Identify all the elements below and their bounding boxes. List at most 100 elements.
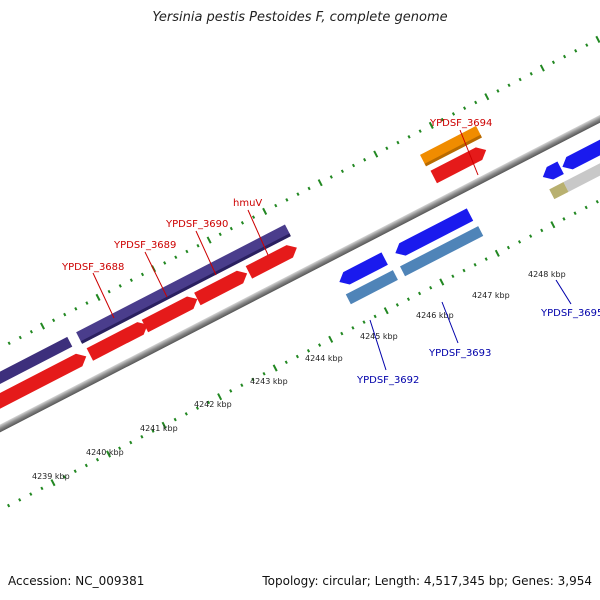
major-tick-mark — [383, 307, 389, 315]
gene-label: YPDSF_3693 — [428, 348, 491, 359]
tick-label: 4241 kbp — [140, 424, 178, 433]
minor-tick-mark — [517, 240, 522, 244]
genome-backbone — [0, 95, 600, 451]
minor-tick-mark — [395, 303, 399, 307]
minor-tick-mark — [351, 326, 355, 330]
minor-tick-mark — [7, 503, 11, 508]
minor-tick-mark — [584, 205, 588, 210]
major-tick-mark — [428, 121, 434, 129]
minor-tick-mark — [417, 291, 422, 296]
minor-tick-mark — [373, 314, 377, 319]
minor-tick-mark — [340, 169, 344, 174]
gene-label: YPDSF_3692 — [356, 375, 419, 386]
major-tick-mark — [550, 221, 556, 229]
minor-tick-mark — [462, 268, 466, 273]
minor-tick-mark — [52, 318, 56, 323]
forward-cds-arrow — [245, 245, 297, 279]
tick-label: 4244 kbp — [305, 354, 343, 363]
minor-tick-mark — [585, 43, 589, 47]
minor-tick-mark — [29, 329, 33, 334]
minor-tick-mark — [406, 297, 411, 301]
major-tick-mark — [272, 364, 278, 372]
major-tick-mark — [439, 278, 445, 286]
minor-tick-mark — [529, 234, 533, 238]
major-tick-mark — [539, 64, 545, 72]
gene-label: YPDSF_3688 — [61, 262, 124, 273]
gene-feature-bar — [345, 270, 398, 305]
gene-feature-bar — [549, 182, 569, 200]
forward-cds-arrow — [86, 322, 148, 361]
minor-tick-mark — [251, 215, 256, 219]
gene-feature-bar — [0, 336, 73, 421]
reverse-label-leader — [369, 319, 387, 371]
forward-label-leader — [195, 230, 217, 276]
gene-feature-bar-shadow — [424, 134, 482, 167]
forward-label-leader — [459, 129, 479, 176]
minor-tick-mark — [440, 117, 444, 122]
tick-label: 4248 kbp — [528, 270, 566, 279]
minor-tick-mark — [474, 100, 478, 105]
forward-label-leader — [92, 272, 115, 319]
minor-tick-mark — [340, 331, 344, 336]
minor-tick-mark — [396, 140, 400, 145]
minor-tick-mark — [506, 245, 511, 250]
minor-tick-mark — [140, 272, 145, 277]
minor-tick-mark — [174, 255, 178, 260]
minor-tick-mark — [29, 492, 33, 496]
minor-tick-mark — [574, 49, 578, 53]
major-tick-mark — [595, 35, 600, 43]
minor-tick-mark — [18, 498, 22, 502]
minor-tick-mark — [484, 257, 488, 261]
major-tick-mark — [494, 249, 500, 257]
forward-cds-arrow — [430, 147, 487, 184]
gene-feature-bar — [563, 131, 600, 192]
minor-tick-mark — [318, 343, 322, 347]
minor-tick-mark — [229, 389, 233, 393]
minor-tick-mark — [262, 371, 266, 376]
minor-tick-mark — [63, 312, 67, 317]
minor-tick-mark — [18, 335, 22, 340]
minor-tick-mark — [218, 232, 222, 237]
minor-tick-mark — [351, 163, 356, 168]
minor-tick-mark — [518, 77, 522, 82]
reverse-cds-arrow — [395, 208, 474, 256]
minor-tick-mark — [118, 446, 122, 451]
tick-label: 4239 kbp — [32, 472, 70, 481]
minor-tick-mark — [295, 354, 299, 359]
minor-tick-mark — [307, 186, 311, 191]
minor-tick-mark — [84, 463, 88, 468]
reverse-label-leader — [441, 301, 459, 344]
minor-tick-mark — [62, 475, 66, 479]
minor-tick-mark — [463, 106, 467, 110]
minor-tick-mark — [173, 417, 177, 422]
tick-label: 4245 kbp — [360, 332, 398, 341]
minor-tick-mark — [129, 278, 133, 282]
forward-cds-arrow — [194, 270, 248, 306]
minor-tick-mark — [196, 243, 200, 248]
major-tick-mark — [50, 479, 56, 487]
gene-label: YPDSF_3694 — [429, 118, 492, 129]
minor-tick-mark — [595, 199, 599, 204]
minor-tick-mark — [73, 469, 77, 473]
major-tick-mark — [317, 179, 323, 187]
minor-tick-mark — [118, 284, 122, 288]
minor-tick-mark — [184, 412, 188, 416]
minor-tick-mark — [240, 221, 245, 225]
minor-tick-mark — [429, 285, 433, 290]
minor-tick-mark — [562, 54, 567, 59]
minor-tick-mark — [185, 249, 189, 254]
forward-label-leader — [247, 209, 269, 256]
major-tick-mark — [373, 150, 379, 158]
reverse-cds-arrow — [339, 252, 388, 285]
forward-cds-arrow — [141, 296, 198, 333]
major-tick-mark — [217, 393, 223, 401]
tick-label: 4240 kbp — [86, 448, 124, 457]
gene-feature-bar-shadow — [80, 233, 291, 344]
minor-tick-mark — [363, 157, 367, 162]
minor-tick-mark — [140, 435, 144, 439]
minor-tick-mark — [306, 349, 311, 353]
accession-text: Accession: NC_009381 — [8, 574, 145, 588]
minor-tick-mark — [418, 129, 422, 133]
major-tick-mark — [328, 335, 334, 343]
